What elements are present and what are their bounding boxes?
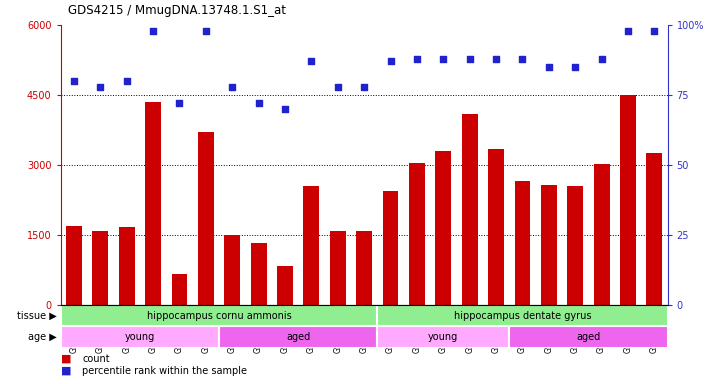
Point: [358, 84, 370, 90]
Text: percentile rank within the sample: percentile rank within the sample: [82, 366, 247, 376]
Bar: [251, 243, 266, 305]
Point: [491, 56, 502, 62]
Point: [385, 58, 396, 65]
Bar: [568, 186, 583, 305]
Text: age ▶: age ▶: [29, 332, 57, 342]
Bar: [462, 114, 478, 305]
Point: [226, 84, 238, 90]
Bar: [383, 191, 398, 305]
Point: [94, 84, 106, 90]
Text: ■: ■: [61, 366, 71, 376]
Bar: [303, 186, 319, 305]
Bar: [61, 305, 377, 326]
Text: aged: aged: [286, 332, 311, 342]
Point: [332, 84, 343, 90]
Point: [623, 28, 634, 34]
Point: [649, 28, 660, 34]
Bar: [594, 164, 610, 305]
Point: [121, 78, 132, 84]
Bar: [330, 230, 346, 305]
Bar: [171, 273, 187, 305]
Point: [253, 100, 264, 106]
Bar: [541, 185, 557, 305]
Text: young: young: [125, 332, 155, 342]
Point: [411, 56, 423, 62]
Bar: [92, 232, 109, 305]
Bar: [119, 227, 134, 305]
Point: [570, 64, 581, 70]
Bar: [620, 95, 636, 305]
Text: aged: aged: [576, 332, 600, 342]
Point: [279, 106, 291, 112]
Text: count: count: [82, 354, 110, 364]
Bar: [377, 305, 668, 326]
Bar: [61, 326, 219, 348]
Bar: [515, 182, 531, 305]
Bar: [509, 326, 668, 348]
Text: hippocampus dentate gyrus: hippocampus dentate gyrus: [453, 311, 591, 321]
Point: [147, 28, 159, 34]
Bar: [409, 163, 425, 305]
Text: young: young: [428, 332, 458, 342]
Point: [543, 64, 555, 70]
Bar: [488, 149, 504, 305]
Bar: [224, 235, 240, 305]
Bar: [356, 232, 372, 305]
Point: [174, 100, 185, 106]
Bar: [198, 132, 213, 305]
Point: [517, 56, 528, 62]
Point: [68, 78, 79, 84]
Bar: [145, 102, 161, 305]
Point: [438, 56, 449, 62]
Bar: [66, 226, 82, 305]
Point: [464, 56, 476, 62]
Text: tissue ▶: tissue ▶: [17, 311, 57, 321]
Bar: [436, 151, 451, 305]
Bar: [219, 326, 377, 348]
Bar: [377, 326, 509, 348]
Bar: [646, 154, 663, 305]
Point: [306, 58, 317, 65]
Point: [596, 56, 608, 62]
Bar: [277, 266, 293, 305]
Text: ■: ■: [61, 354, 71, 364]
Point: [200, 28, 211, 34]
Text: GDS4215 / MmugDNA.13748.1.S1_at: GDS4215 / MmugDNA.13748.1.S1_at: [68, 4, 286, 17]
Text: hippocampus cornu ammonis: hippocampus cornu ammonis: [146, 311, 291, 321]
